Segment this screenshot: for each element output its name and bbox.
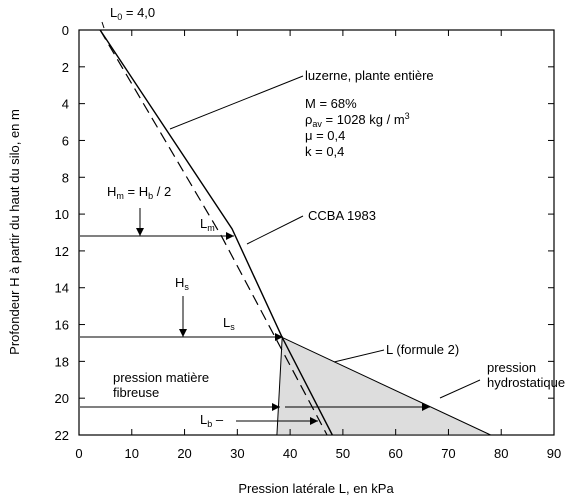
y-tick-label: 20: [55, 391, 69, 406]
y-tick-label: 18: [55, 354, 69, 369]
x-tick-label: 90: [547, 446, 561, 461]
l0-label: L0 = 4,0: [110, 5, 155, 22]
pression-hydro-leader: [439, 379, 481, 399]
lformule-leader: [333, 349, 385, 363]
ccba-label: CCBA 1983: [308, 208, 376, 223]
y-tick-label: 8: [62, 170, 69, 185]
y-tick-label: 6: [62, 133, 69, 148]
ccba-leader: [246, 215, 304, 245]
y-tick-label: 10: [55, 207, 69, 222]
y-tick-label: 12: [55, 244, 69, 259]
rho-param: ρav = 1028 kg / m3: [305, 111, 410, 129]
x-tick-label: 60: [388, 446, 402, 461]
y-tick-label: 4: [62, 97, 69, 112]
y-tick-label: 22: [55, 428, 69, 443]
y-tick-label: 14: [55, 281, 69, 296]
pression-hydro-line1: pression: [487, 360, 536, 375]
pression-hydro-line2: hydrostatique: [487, 375, 565, 390]
y-axis-title: Profondeur H à partir du haut du silo, e…: [7, 109, 22, 355]
lm-label: Lm: [200, 216, 215, 233]
series-formule2-line: [276, 336, 491, 436]
x-tick-label: 30: [230, 446, 244, 461]
mu-param: μ = 0,4: [305, 128, 345, 143]
hm-label: Hm = Hb / 2: [107, 184, 171, 201]
y-tick-label: 16: [55, 318, 69, 333]
lb-label: Lb –: [200, 412, 224, 429]
k-param: k = 0,4: [305, 144, 344, 159]
x-axis-title: Pression latérale L, en kPa: [238, 481, 394, 496]
x-tick-label: 70: [441, 446, 455, 461]
pression-matiere-line2: fibreuse: [113, 385, 159, 400]
hydrostatic-area: [276, 337, 491, 435]
pression-matiere-line1: pression matière: [113, 370, 209, 385]
luzerne-leader: [169, 75, 304, 130]
luzerne-label: luzerne, plante entière: [305, 68, 434, 83]
x-tick-label: 0: [75, 446, 82, 461]
x-tick-label: 50: [336, 446, 350, 461]
y-tick-label: 2: [62, 60, 69, 75]
ls-label: Ls: [223, 315, 235, 332]
lformule-label: L (formule 2): [386, 342, 459, 357]
m-param: M = 68%: [305, 96, 357, 111]
l0-leader: [101, 21, 105, 29]
x-tick-label: 80: [494, 446, 508, 461]
x-tick-label: 20: [177, 446, 191, 461]
y-tick-label: 0: [62, 23, 69, 38]
x-tick-label: 40: [283, 446, 297, 461]
series-luzerne-line: [99, 29, 333, 436]
hs-label: Hs: [175, 275, 189, 292]
x-tick-label: 10: [125, 446, 139, 461]
